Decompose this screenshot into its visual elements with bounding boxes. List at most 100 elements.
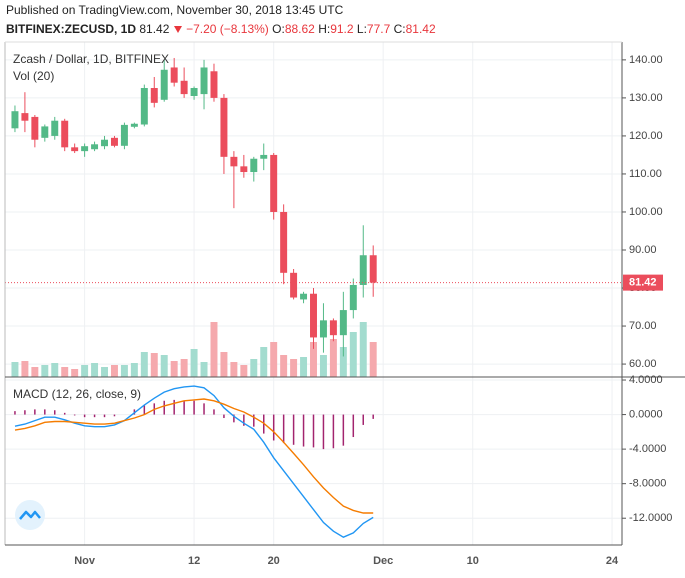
volume-bar [369,342,377,377]
y-tick-label: 0.0000 [629,408,663,420]
ohlc-label: H: [318,22,331,36]
chart-title: Zcash / Dollar, 1D, BITFINEX [13,52,169,66]
candle-body [270,154,278,212]
frame [4,41,685,546]
volume-bar [110,365,118,377]
volume-label: Vol (20) [13,69,54,83]
x-tick-label: 10 [467,555,479,567]
candle-body [369,255,377,283]
macd-line [14,385,374,538]
symbol: BITFINEX:ZECUSD, 1D [6,22,137,36]
volume-bar [91,363,99,377]
volume-bar [130,363,138,377]
volume-bar [359,322,367,377]
volume-bar [280,355,288,377]
candle-body [81,146,89,152]
volume-bar [210,322,218,377]
candle-body [41,126,49,138]
volume-bar [270,342,278,377]
candle-body [180,80,188,95]
x-tick-label: 12 [188,555,200,567]
volume-bar [300,357,308,377]
y-tick-label: 140.00 [629,54,663,66]
volume-bar [319,355,327,377]
candle-body [190,88,198,96]
volume-bar [11,362,19,377]
volume-bar [31,367,39,377]
volume-bar [160,355,168,377]
candle-body [130,123,138,127]
y-tick-label: -4.0000 [629,443,666,455]
ohlc-label: C: [393,22,406,36]
candle-body [250,158,258,173]
volume-bar [71,369,79,377]
volume-bar [230,362,238,377]
candle-body [339,310,347,336]
volume-bar [290,359,298,377]
last-price-label: 81.42 [629,277,657,289]
candle-body [310,293,317,338]
y-tick-label: -12.0000 [629,512,672,524]
y-tick-label: 60.00 [629,358,657,370]
candle-body [61,120,69,148]
ohlc-value: 88.62 [284,22,315,36]
candle-body [140,88,148,125]
volume-bar [101,367,108,377]
published-note: Published on TradingView.com, November 3… [6,3,344,17]
last-price-tag [623,274,663,291]
volume-bar [140,352,148,377]
candle-body [280,211,288,273]
candle-body [210,71,218,98]
ohlc-label: O: [272,22,285,36]
y-tick-label: 100.00 [629,206,663,218]
volume-bar [260,347,268,377]
x-tick-label: Dec [373,555,393,567]
candle-body [150,88,158,103]
price-change: −7.20 (−8.13%) [186,22,269,36]
candle-body [91,144,99,150]
candle-body [71,147,79,152]
ohlc-value: 91.2 [330,22,354,36]
candle-body [21,113,29,121]
volume-bar [180,359,188,377]
volume-bar [310,342,317,377]
candle-body [170,67,178,83]
candle-body [349,284,357,311]
volume-bar [41,365,49,377]
volume-bar [170,361,178,377]
symbol-info: BITFINEX:ZECUSD, 1D 81.42 −7.20 (−8.13%)… [6,22,436,36]
y-tick-label: 4.0000 [629,374,663,386]
candle-body [359,255,367,285]
volume-bar [190,349,198,377]
candle-body [120,124,128,146]
last-price: 81.42 [139,22,170,36]
candle-body [200,67,208,95]
x-tick-label: Nov [74,555,96,567]
volume-bar [339,347,347,377]
volume-bar [51,363,59,377]
candle-body [319,320,327,338]
macd-label: MACD (12, 26, close, 9) [13,387,141,401]
candle-body [300,293,308,300]
y-tick-label: -8.0000 [629,478,666,490]
x-tick-label: 24 [606,555,619,567]
candle-body [220,97,228,157]
candle-body [160,69,168,100]
volume-bar [329,339,337,377]
candle-body [260,154,268,159]
candle-body [329,320,337,336]
volume-bar [220,352,228,377]
signal-line [14,398,374,514]
candle-body [240,166,248,173]
volume-bar [349,332,357,377]
candle-body [290,272,298,298]
candle-body [101,139,108,147]
marks-layer [5,57,622,538]
ohlc-value: 81.42 [405,22,436,36]
candle-body [230,156,238,167]
ohlc-value: 77.7 [366,22,391,36]
volume-bar [81,365,89,377]
volume-bar [120,365,128,377]
